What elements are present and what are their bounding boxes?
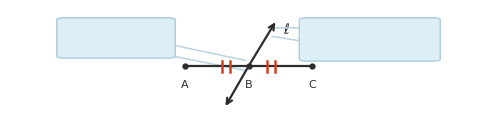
- Text: bisector of: bisector of: [316, 47, 378, 57]
- Text: .: .: [112, 46, 115, 56]
- FancyBboxPatch shape: [299, 18, 439, 61]
- Text: .: .: [397, 47, 401, 57]
- FancyBboxPatch shape: [57, 18, 175, 58]
- Text: ℓ: ℓ: [283, 23, 288, 37]
- Text: B: B: [244, 80, 252, 90]
- Text: AC: AC: [382, 47, 398, 57]
- Text: A: A: [181, 80, 188, 90]
- Text: C: C: [308, 80, 316, 90]
- Text: B is the midpoint: B is the midpoint: [73, 26, 167, 36]
- Text: of: of: [73, 46, 87, 56]
- Text: ℓ is a segment: ℓ is a segment: [316, 26, 395, 36]
- Text: AC: AC: [97, 46, 112, 56]
